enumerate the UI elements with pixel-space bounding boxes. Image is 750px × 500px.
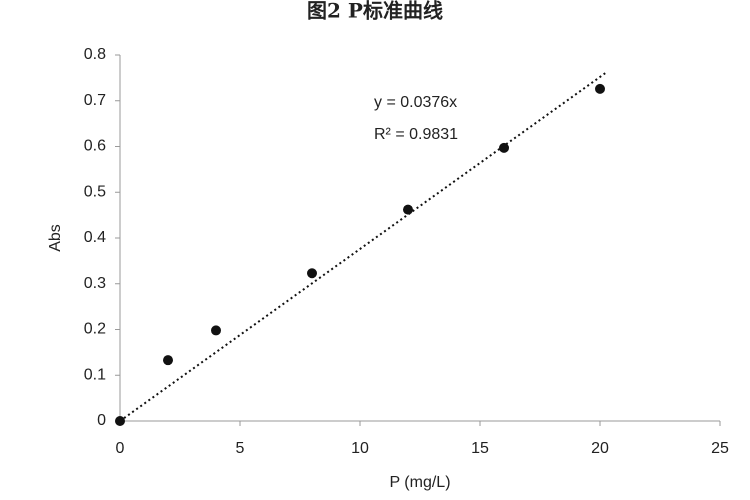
y-tick-label: 0.8 — [84, 46, 106, 63]
y-tick-label: 0.3 — [84, 275, 106, 292]
data-point — [163, 355, 173, 366]
x-tick-label: 10 — [351, 440, 369, 457]
x-axis-label: P (mg/L) — [389, 474, 450, 491]
trend-equation: y = 0.0376x — [374, 94, 457, 111]
y-tick-label: 0.7 — [84, 92, 106, 109]
chart-title: 图2 P标准曲线 — [307, 0, 443, 23]
data-point — [595, 83, 605, 94]
y-tick-label: 0.4 — [84, 229, 106, 246]
data-point — [307, 268, 317, 279]
trendline — [119, 70, 608, 422]
y-tick-label: 0.2 — [84, 321, 106, 338]
x-tick-label: 25 — [711, 440, 729, 457]
y-axis-label: Abs — [47, 224, 64, 252]
y-tick-label: 0 — [97, 412, 106, 429]
data-point — [211, 325, 221, 336]
data-point — [499, 142, 509, 153]
data-point — [403, 204, 413, 215]
y-tick-label: 0.6 — [84, 138, 106, 155]
y-tick-label: 0.1 — [84, 366, 106, 383]
trend-r-squared: R² = 0.9831 — [374, 126, 458, 143]
x-tick-label: 20 — [591, 440, 609, 457]
x-tick-label: 15 — [471, 440, 489, 457]
data-point — [115, 416, 125, 426]
x-tick-label: 0 — [116, 440, 125, 457]
x-tick-label: 5 — [236, 440, 245, 457]
y-tick-label: 0.5 — [84, 183, 106, 200]
